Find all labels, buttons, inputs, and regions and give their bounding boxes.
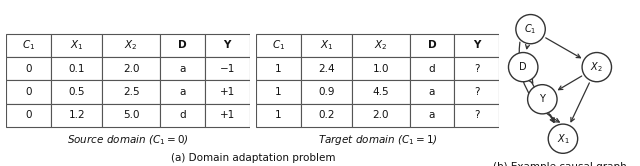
Text: (b) Example causal graph: (b) Example causal graph bbox=[493, 162, 627, 166]
Text: Y: Y bbox=[540, 94, 545, 104]
Bar bbox=[102, 80, 160, 104]
Bar bbox=[160, 80, 205, 104]
Text: a: a bbox=[429, 110, 435, 120]
Text: 0: 0 bbox=[26, 87, 32, 97]
Bar bbox=[205, 104, 250, 127]
Text: 0.2: 0.2 bbox=[318, 110, 335, 120]
Text: $X_1$: $X_1$ bbox=[319, 38, 333, 52]
Bar bbox=[256, 34, 301, 57]
Text: 0: 0 bbox=[26, 110, 32, 120]
Text: 4.5: 4.5 bbox=[372, 87, 389, 97]
Text: −1: −1 bbox=[220, 64, 235, 74]
Bar bbox=[102, 104, 160, 127]
Text: 1: 1 bbox=[275, 64, 282, 74]
Text: ?: ? bbox=[474, 110, 479, 120]
Bar bbox=[410, 57, 454, 80]
Bar bbox=[454, 57, 499, 80]
Text: 0.9: 0.9 bbox=[318, 87, 335, 97]
Text: 2.0: 2.0 bbox=[123, 64, 140, 74]
Text: $X_2$: $X_2$ bbox=[374, 38, 387, 52]
Bar bbox=[301, 80, 352, 104]
Circle shape bbox=[548, 124, 578, 153]
Text: Y: Y bbox=[473, 40, 481, 50]
Text: d: d bbox=[179, 110, 186, 120]
Bar bbox=[205, 80, 250, 104]
Circle shape bbox=[516, 15, 545, 44]
Text: d: d bbox=[429, 64, 435, 74]
Text: Source domain ($C_1 = 0$): Source domain ($C_1 = 0$) bbox=[67, 133, 189, 147]
Bar bbox=[454, 104, 499, 127]
Bar bbox=[301, 34, 352, 57]
Bar bbox=[410, 80, 454, 104]
Bar bbox=[205, 57, 250, 80]
Bar bbox=[6, 80, 51, 104]
Bar bbox=[6, 34, 51, 57]
Text: ?: ? bbox=[474, 87, 479, 97]
Circle shape bbox=[509, 52, 538, 82]
Bar bbox=[6, 57, 51, 80]
Bar bbox=[51, 80, 102, 104]
Bar bbox=[256, 57, 301, 80]
Text: 0: 0 bbox=[26, 64, 32, 74]
Bar bbox=[102, 57, 160, 80]
Text: 1.2: 1.2 bbox=[68, 110, 85, 120]
Bar bbox=[410, 34, 454, 57]
Bar bbox=[160, 34, 205, 57]
Circle shape bbox=[582, 52, 612, 82]
Text: D: D bbox=[178, 40, 187, 50]
Text: $X_2$: $X_2$ bbox=[125, 38, 138, 52]
Bar bbox=[454, 34, 499, 57]
Bar bbox=[256, 80, 301, 104]
Text: 1: 1 bbox=[275, 87, 282, 97]
Text: 1: 1 bbox=[275, 110, 282, 120]
Text: $X_2$: $X_2$ bbox=[591, 60, 603, 74]
Text: 0.5: 0.5 bbox=[68, 87, 85, 97]
Text: D: D bbox=[428, 40, 436, 50]
Text: 1.0: 1.0 bbox=[372, 64, 389, 74]
Text: 5.0: 5.0 bbox=[123, 110, 140, 120]
Bar bbox=[301, 57, 352, 80]
Bar bbox=[352, 80, 410, 104]
Bar bbox=[352, 34, 410, 57]
Bar bbox=[256, 104, 301, 127]
Bar bbox=[454, 80, 499, 104]
Bar bbox=[301, 104, 352, 127]
Bar bbox=[352, 57, 410, 80]
Text: 2.4: 2.4 bbox=[318, 64, 335, 74]
Text: Target domain ($C_1 = 1$): Target domain ($C_1 = 1$) bbox=[317, 133, 438, 147]
Text: a: a bbox=[179, 87, 186, 97]
Bar bbox=[51, 34, 102, 57]
Bar bbox=[51, 104, 102, 127]
Text: Y: Y bbox=[223, 40, 231, 50]
Text: $C_1$: $C_1$ bbox=[272, 38, 285, 52]
Text: +1: +1 bbox=[220, 110, 235, 120]
Bar bbox=[6, 104, 51, 127]
Text: 0.1: 0.1 bbox=[68, 64, 85, 74]
Text: a: a bbox=[179, 64, 186, 74]
Bar bbox=[352, 104, 410, 127]
Text: (a) Domain adaptation problem: (a) Domain adaptation problem bbox=[170, 153, 335, 163]
Bar bbox=[160, 104, 205, 127]
Text: D: D bbox=[520, 62, 527, 72]
Bar bbox=[160, 57, 205, 80]
Text: +1: +1 bbox=[220, 87, 235, 97]
Bar bbox=[205, 34, 250, 57]
Text: $X_1$: $X_1$ bbox=[557, 132, 570, 146]
Circle shape bbox=[527, 85, 557, 114]
Text: 2.0: 2.0 bbox=[372, 110, 389, 120]
Text: $C_1$: $C_1$ bbox=[524, 22, 537, 36]
Text: ?: ? bbox=[474, 64, 479, 74]
Bar bbox=[410, 104, 454, 127]
Bar bbox=[102, 34, 160, 57]
Text: $X_1$: $X_1$ bbox=[70, 38, 84, 52]
Text: a: a bbox=[429, 87, 435, 97]
Text: $C_1$: $C_1$ bbox=[22, 38, 35, 52]
Text: 2.5: 2.5 bbox=[123, 87, 140, 97]
Bar bbox=[51, 57, 102, 80]
